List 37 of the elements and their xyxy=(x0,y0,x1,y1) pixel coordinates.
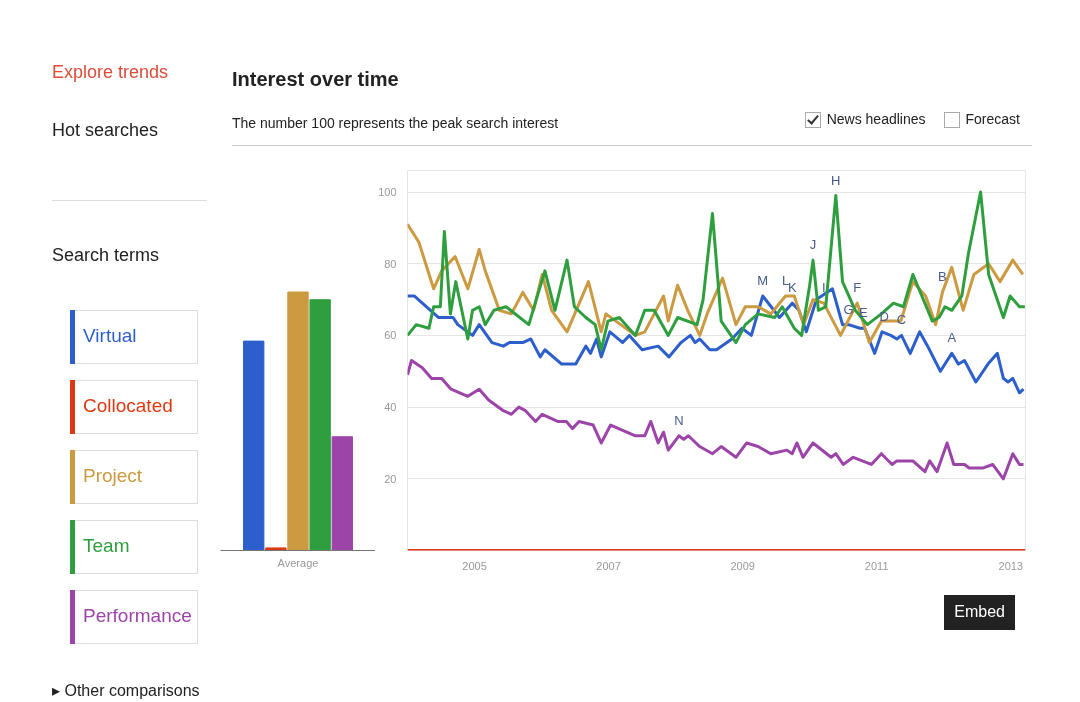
text: Collocated xyxy=(83,394,173,418)
x-tick-label: 2007 xyxy=(596,559,621,572)
annotation: B xyxy=(938,269,947,285)
text: Embed xyxy=(944,595,1015,630)
text: Search terms xyxy=(52,244,160,267)
annotation: K xyxy=(787,280,797,296)
x-axis-title: Average xyxy=(277,556,319,569)
text: Virtual xyxy=(83,324,137,348)
text: Hot searches xyxy=(52,119,159,142)
y-tick-label: 100 xyxy=(378,186,397,199)
chart-title: Interest over time xyxy=(232,67,399,92)
y-tick-label: 80 xyxy=(384,257,397,270)
text: Explore trends xyxy=(52,61,169,84)
text: Performance xyxy=(83,604,192,628)
text: News headlines xyxy=(825,110,926,129)
y-tick-label: 40 xyxy=(384,401,397,414)
annotation: H xyxy=(831,172,841,188)
y-tick-label: 20 xyxy=(384,472,397,485)
annotation: J xyxy=(809,237,817,253)
y-tick-label: 60 xyxy=(384,329,397,342)
x-tick-label: 2005 xyxy=(462,559,487,572)
annotation: D xyxy=(879,308,889,324)
annotation: N xyxy=(674,412,684,428)
text: Project xyxy=(83,464,143,488)
chart-subtitle: The number 100 represents the peak search interest xyxy=(232,114,559,133)
annotation: L xyxy=(781,272,790,288)
x-tick-label: 2011 xyxy=(864,559,889,572)
x-tick-label: 2013 xyxy=(998,559,1023,572)
annotation: G xyxy=(843,301,854,317)
text: ▸ Other comparisons xyxy=(52,681,200,701)
text: Forecast xyxy=(964,110,1020,129)
annotation: I xyxy=(821,280,826,296)
x-tick-label: 2009 xyxy=(730,559,755,572)
annotation: A xyxy=(947,330,957,346)
annotation: F xyxy=(853,280,862,296)
annotation: M xyxy=(757,272,769,288)
text: Team xyxy=(83,534,130,558)
